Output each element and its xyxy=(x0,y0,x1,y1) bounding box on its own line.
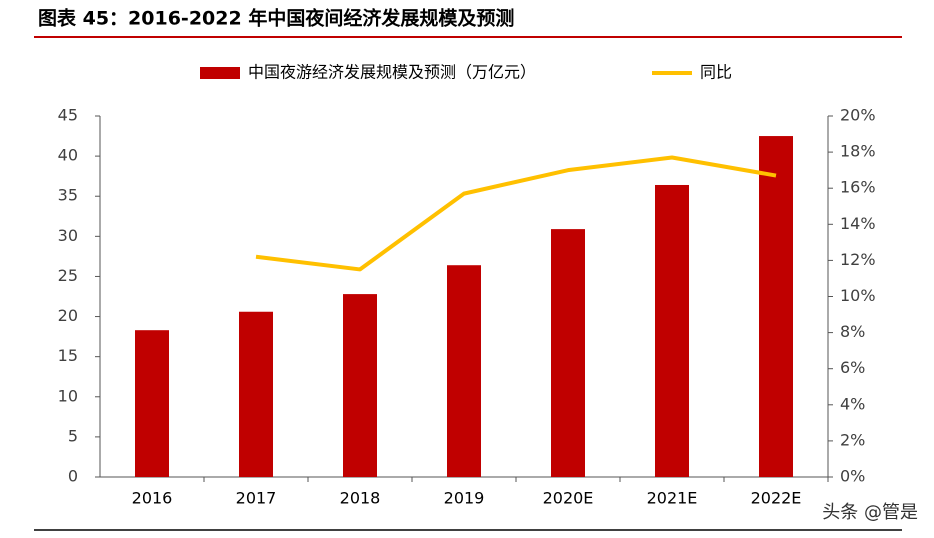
y2-tick-label: 14% xyxy=(840,214,876,233)
bar xyxy=(655,184,689,478)
y2-tick-label: 6% xyxy=(840,358,865,377)
y-tick-label: 20 xyxy=(58,306,78,325)
legend-label: 中国夜游经济发展规模及预测（万亿元） xyxy=(248,63,536,82)
x-tick-label: 2016 xyxy=(132,489,173,508)
y-tick-label: 0 xyxy=(68,467,78,486)
y2-tick-label: 16% xyxy=(840,178,876,197)
y2-tick-label: 0% xyxy=(840,467,865,486)
bar xyxy=(135,330,169,477)
y-tick-label: 15 xyxy=(58,346,78,365)
y2-tick-label: 10% xyxy=(840,286,876,305)
bar xyxy=(239,311,273,477)
y2-tick-label: 18% xyxy=(840,142,876,161)
bar xyxy=(759,136,793,478)
x-tick-label: 2022E xyxy=(751,489,802,508)
legend-swatch xyxy=(200,67,240,79)
x-tick-label: 2017 xyxy=(236,489,277,508)
y2-tick-label: 12% xyxy=(840,250,876,269)
y2-tick-label: 20% xyxy=(840,106,876,125)
y-tick-label: 30 xyxy=(58,226,78,245)
legend-label: 同比 xyxy=(700,63,732,82)
y-tick-label: 40 xyxy=(58,146,78,165)
y2-tick-label: 4% xyxy=(840,394,865,413)
bar xyxy=(343,294,377,477)
x-tick-label: 2020E xyxy=(543,489,594,508)
watermark: 头条 @管是 xyxy=(822,502,918,523)
y-tick-label: 10 xyxy=(58,386,78,405)
line xyxy=(255,155,777,272)
chart-title: 图表 45：2016-2022 年中国夜间经济发展规模及预测 xyxy=(38,7,514,30)
y-tick-label: 25 xyxy=(58,266,78,285)
x-tick-label: 2018 xyxy=(340,489,381,508)
y-tick-label: 35 xyxy=(58,186,78,205)
bar xyxy=(447,265,481,477)
y2-tick-label: 2% xyxy=(840,430,865,449)
x-tick-label: 2021E xyxy=(647,489,698,508)
bar xyxy=(551,229,585,477)
y2-tick-label: 8% xyxy=(840,322,865,341)
y-tick-label: 45 xyxy=(58,106,78,125)
x-tick-label: 2019 xyxy=(444,489,485,508)
y-tick-label: 5 xyxy=(68,426,78,445)
